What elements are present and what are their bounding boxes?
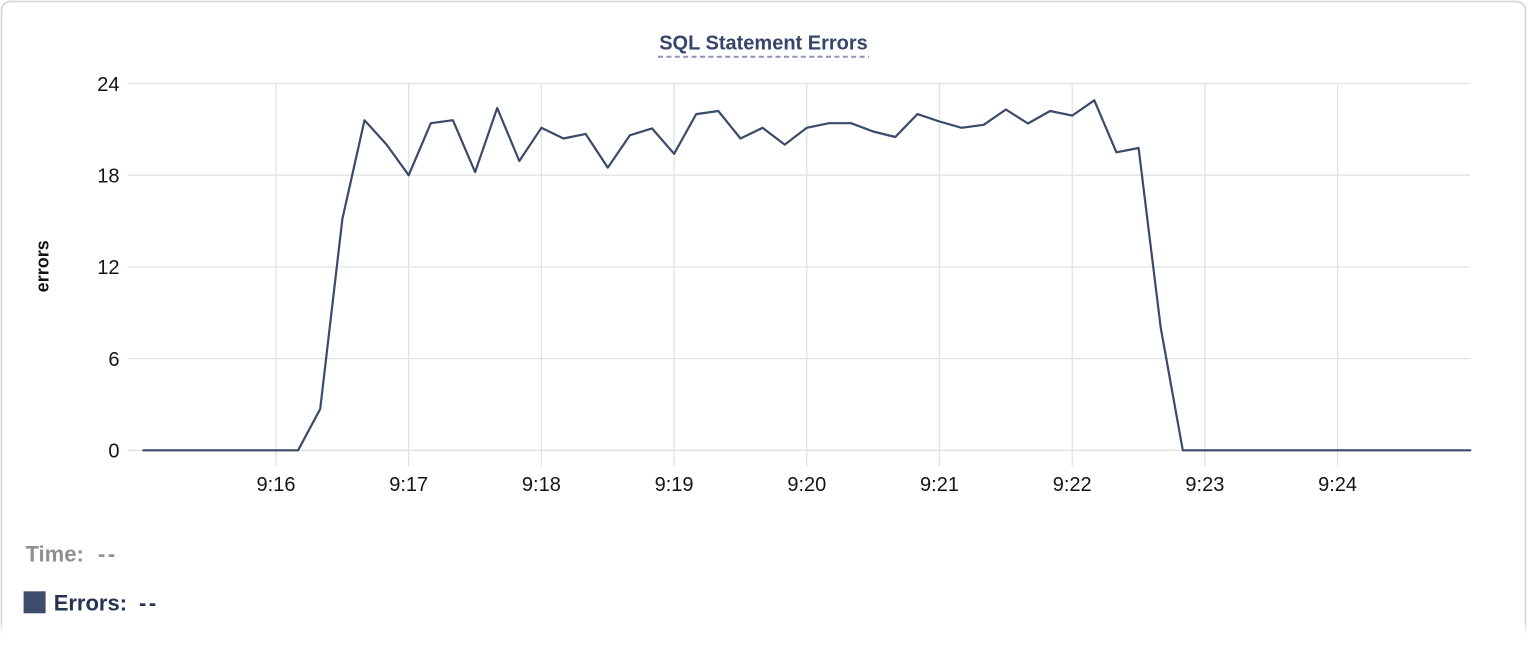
svg-text:9:18: 9:18: [522, 474, 561, 496]
svg-text:SQL Statement Errors: SQL Statement Errors: [659, 33, 868, 55]
svg-text:9:24: 9:24: [1318, 474, 1357, 496]
svg-text:9:20: 9:20: [787, 474, 826, 496]
svg-text:9:17: 9:17: [389, 474, 428, 496]
svg-text:12: 12: [97, 257, 119, 279]
svg-text:--: --: [139, 591, 159, 616]
svg-text:9:22: 9:22: [1053, 474, 1092, 496]
svg-text:9:21: 9:21: [920, 474, 959, 496]
svg-text:24: 24: [97, 74, 119, 96]
svg-text:Errors:: Errors:: [54, 591, 127, 616]
svg-text:9:23: 9:23: [1185, 474, 1224, 496]
svg-text:0: 0: [108, 441, 119, 463]
svg-text:18: 18: [97, 166, 119, 188]
svg-text:--: --: [98, 541, 118, 566]
svg-text:errors: errors: [33, 240, 53, 292]
svg-text:Time:: Time:: [26, 541, 84, 566]
svg-text:9:19: 9:19: [655, 474, 694, 496]
svg-text:6: 6: [108, 349, 119, 371]
svg-text:9:16: 9:16: [257, 474, 296, 496]
